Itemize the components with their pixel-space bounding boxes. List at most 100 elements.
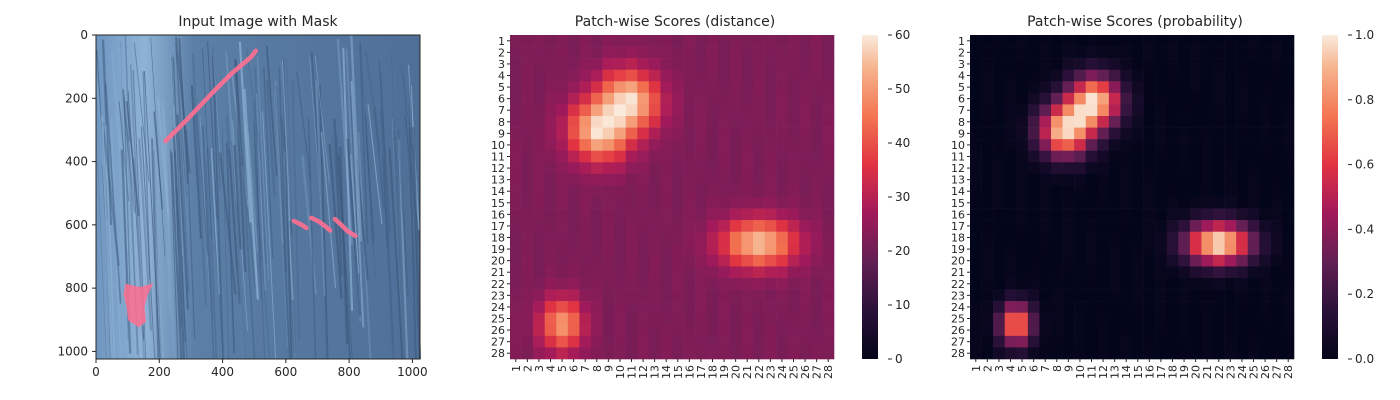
heatmap-cell xyxy=(706,278,719,290)
heatmap-cell xyxy=(1062,347,1075,360)
grain-stroke xyxy=(360,43,376,280)
heatmap-cell xyxy=(1247,231,1260,244)
heatmap-cell xyxy=(591,46,603,59)
y-tick-label: 6 xyxy=(958,93,965,106)
grain-stroke xyxy=(138,138,153,331)
heatmap-cell xyxy=(1027,231,1040,244)
grain-stroke xyxy=(101,39,112,226)
heatmap-cell xyxy=(579,173,592,186)
heatmap-cell xyxy=(602,58,615,71)
heatmap-cell xyxy=(591,173,603,186)
heatmap-cell xyxy=(591,335,603,348)
heatmap-cell xyxy=(1120,243,1133,256)
panel2-y-axis: 1234567891011121314151617181920212223242… xyxy=(491,35,510,360)
heatmap-cell xyxy=(787,324,800,337)
heatmap-cell xyxy=(1143,139,1156,152)
heatmap-cell xyxy=(683,266,696,279)
heatmap-cell xyxy=(1016,254,1029,267)
heatmap-cell xyxy=(810,139,823,152)
y-tick-label: 8 xyxy=(498,116,505,129)
heatmap-cell xyxy=(970,197,982,209)
heatmap-cell xyxy=(1236,116,1249,128)
heatmap-cell xyxy=(753,347,765,360)
heatmap-cell xyxy=(1201,335,1214,348)
heatmap-cell xyxy=(683,312,696,325)
heatmap-cell xyxy=(637,46,650,59)
heatmap-cell xyxy=(729,278,742,290)
heatmap-cell xyxy=(753,278,765,290)
heatmap-cell xyxy=(1282,197,1295,209)
heatmap-cell xyxy=(637,162,650,175)
heatmap-cell xyxy=(718,81,731,94)
heatmap-cell xyxy=(729,347,742,360)
heatmap-cell xyxy=(1120,220,1133,233)
heatmap-cell xyxy=(579,278,592,290)
heatmap-cell xyxy=(625,92,638,105)
heatmap-cell xyxy=(672,231,684,244)
grain-stroke xyxy=(262,111,277,360)
heatmap-cell xyxy=(1120,324,1133,337)
heatmap-cell xyxy=(764,35,777,47)
x-tick-label: 10 xyxy=(614,365,627,379)
grain-stroke xyxy=(346,139,362,317)
heatmap-cell xyxy=(729,58,742,71)
x-tick-label: 10 xyxy=(1074,365,1087,379)
heatmap-cell xyxy=(993,312,1006,325)
grain-stroke xyxy=(278,67,288,273)
heatmap-cell xyxy=(1247,185,1260,198)
heatmap-cell xyxy=(683,92,696,105)
x-tick-label: 2 xyxy=(521,365,534,372)
heatmap-cell xyxy=(718,58,731,71)
heatmap-cell xyxy=(1155,312,1168,325)
heatmap-cell xyxy=(753,335,765,348)
heatmap-cell xyxy=(1247,301,1260,314)
heatmap-cell xyxy=(1004,231,1017,244)
colorbar-tick-label: 50 xyxy=(895,82,910,96)
heatmap-cell xyxy=(1213,58,1225,71)
heatmap-cell xyxy=(764,289,777,302)
heatmap-cell xyxy=(533,324,546,337)
grain-stroke xyxy=(365,136,374,248)
heatmap-cell xyxy=(625,127,638,140)
heatmap-cell xyxy=(1074,220,1087,233)
heatmap-cell xyxy=(648,335,661,348)
heatmap-cell xyxy=(741,46,754,59)
heatmap-cell xyxy=(1027,243,1040,256)
heatmap-cell xyxy=(1259,104,1272,117)
heatmap-cell xyxy=(625,69,638,82)
heatmap-cell xyxy=(1062,139,1075,152)
y-tick-label: 800 xyxy=(65,281,88,295)
grain-stroke xyxy=(307,118,317,360)
heatmap-cell xyxy=(799,92,812,105)
y-tick-label: 14 xyxy=(951,185,965,198)
heatmap-cell xyxy=(1178,150,1191,163)
heatmap-cell xyxy=(1166,104,1179,117)
heatmap-cell xyxy=(741,347,754,360)
heatmap-cell xyxy=(706,301,719,314)
heatmap-cell xyxy=(718,312,731,325)
heatmap-cell xyxy=(544,69,557,82)
x-tick-label: 28 xyxy=(822,365,835,379)
heatmap-cell xyxy=(799,185,812,198)
grain-stroke xyxy=(314,55,330,184)
grain-stroke xyxy=(253,121,266,360)
heatmap-cell xyxy=(1282,231,1295,244)
heatmap-cell xyxy=(533,208,546,221)
colorbar-tick-label: 0.2 xyxy=(1355,287,1374,301)
heatmap-cell xyxy=(1224,69,1237,82)
heatmap-cell xyxy=(1085,139,1098,152)
heatmap-cell xyxy=(683,289,696,302)
heatmap-cell xyxy=(981,324,994,337)
heatmap-cell xyxy=(764,116,777,128)
heatmap-cell xyxy=(1120,254,1133,267)
heatmap-cell xyxy=(1189,81,1202,94)
heatmap-cell xyxy=(787,162,800,175)
heatmap-cell xyxy=(1051,185,1063,198)
heatmap-cell xyxy=(683,81,696,94)
heatmap-cell xyxy=(1051,301,1063,314)
heatmap-cell xyxy=(1074,301,1087,314)
heatmap-cell xyxy=(753,312,765,325)
heatmap-cell xyxy=(672,81,684,94)
heatmap-cell xyxy=(695,69,708,82)
heatmap-cell xyxy=(625,46,638,59)
